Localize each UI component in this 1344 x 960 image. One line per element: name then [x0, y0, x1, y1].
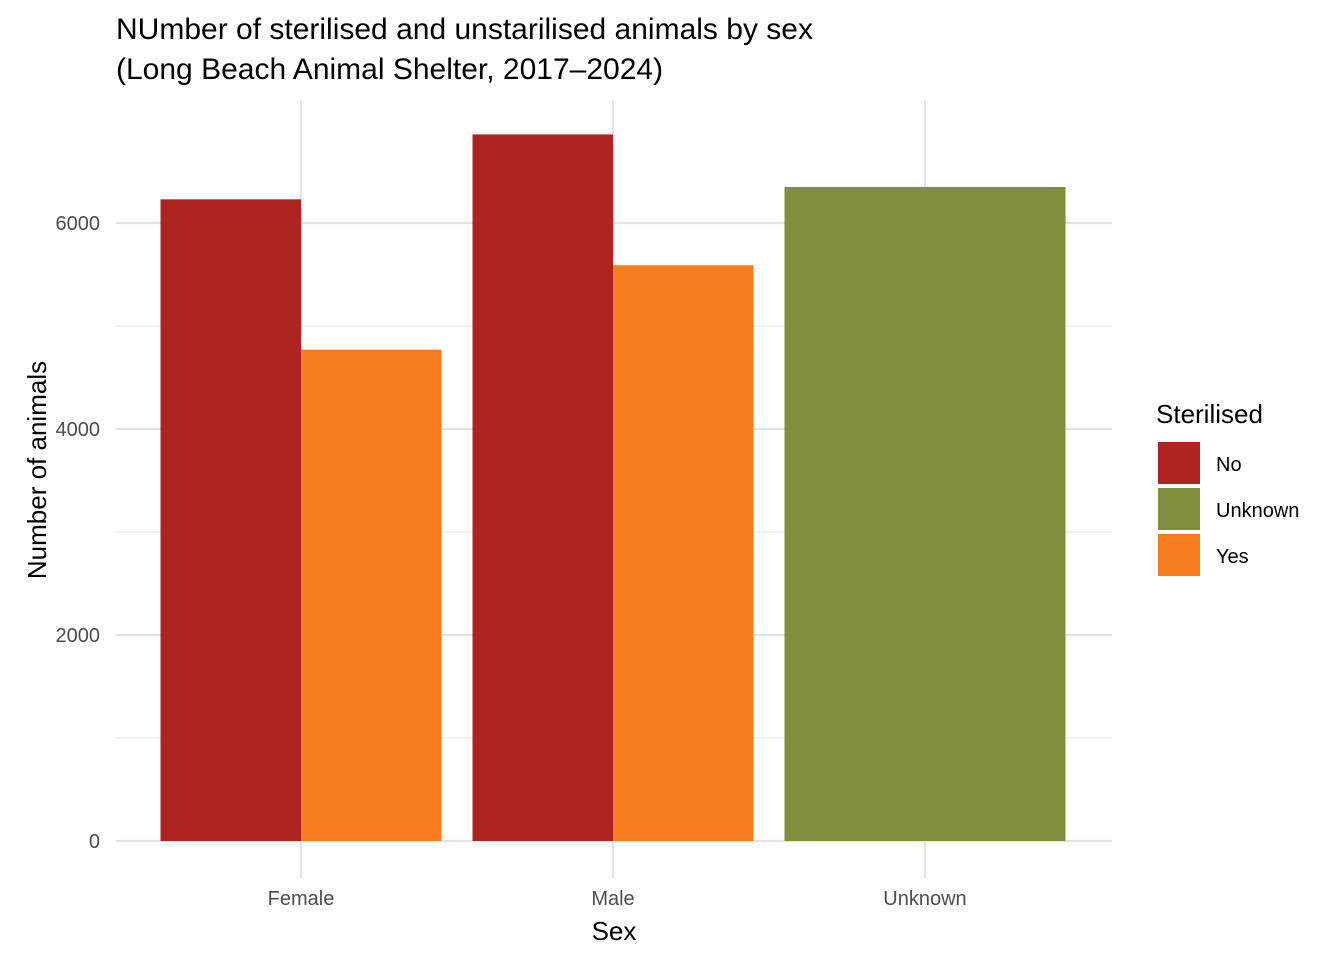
- legend-label: Unknown: [1216, 500, 1299, 522]
- y-axis-label: Number of animals: [22, 361, 52, 579]
- x-tick-label: Unknown: [883, 888, 966, 910]
- y-tick-label: 4000: [56, 419, 101, 441]
- x-tick-label: Female: [268, 888, 335, 910]
- legend-label: Yes: [1216, 546, 1249, 568]
- y-tick-label: 6000: [56, 213, 101, 235]
- x-axis-label: Sex: [592, 916, 637, 946]
- bar-female-no: [160, 199, 301, 841]
- legend: Sterilised No Unknown Yes: [1156, 399, 1299, 576]
- legend-key-unknown: [1158, 488, 1200, 530]
- legend-key-yes: [1158, 534, 1200, 576]
- legend-title: Sterilised: [1156, 399, 1263, 429]
- bar-unknown-unknown: [784, 186, 1066, 841]
- y-tick-labels: 0 2000 4000 6000: [56, 213, 101, 853]
- x-tick-label: Male: [591, 888, 634, 910]
- y-tick-label: 0: [89, 831, 100, 853]
- bar-male-no: [472, 134, 613, 842]
- y-tick-label: 2000: [56, 625, 101, 647]
- bar-male-yes: [613, 265, 754, 842]
- bar-female-yes: [301, 349, 442, 841]
- chart-title: NUmber of sterilised and unstarilised an…: [116, 13, 813, 46]
- chart-title-group: NUmber of sterilised and unstarilised an…: [116, 13, 813, 86]
- legend-key-no: [1158, 442, 1200, 484]
- x-tick-labels: Female Male Unknown: [268, 888, 967, 910]
- chart-subtitle: (Long Beach Animal Shelter, 2017–2024): [116, 53, 663, 86]
- bars: [160, 134, 1066, 842]
- legend-label: No: [1216, 454, 1242, 476]
